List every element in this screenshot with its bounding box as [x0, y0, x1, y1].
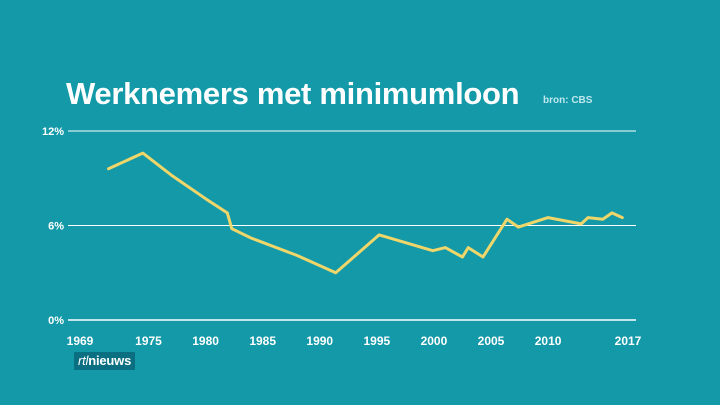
- y-axis-ticks: 0% 6% 12%: [42, 126, 64, 327]
- x-tick-label: 1969: [67, 334, 94, 348]
- x-tick-label: 2010: [535, 334, 562, 348]
- logo-part-nieuws: nieuws: [88, 353, 132, 368]
- x-tick-label: 1985: [249, 334, 276, 348]
- x-axis-ticks: 1969 1975 1980 1985 1990 1995 2000 2005 2010 2017: [67, 334, 642, 348]
- source-note: bron: CBS: [543, 95, 593, 106]
- series-layer: [107, 151, 624, 275]
- x-tick-label: 1995: [363, 334, 390, 348]
- chart-title: Werknemers met minimumloon: [66, 76, 520, 111]
- logo-part-rtl: rtl: [78, 353, 89, 368]
- gridlines: [68, 130, 636, 321]
- rtl-nieuws-logo: rtlnieuws: [74, 352, 136, 370]
- x-tick-label: 1975: [135, 334, 162, 348]
- x-tick-label: 2017: [615, 334, 642, 348]
- x-tick-label: 1990: [306, 334, 333, 348]
- y-tick-label: 6%: [48, 221, 64, 233]
- x-tick-label: 2000: [421, 334, 448, 348]
- y-tick-label: 12%: [42, 126, 64, 138]
- x-tick-label: 1980: [192, 334, 219, 348]
- series-line-0: [107, 151, 624, 275]
- y-tick-label: 0%: [48, 315, 64, 327]
- x-tick-label: 2005: [478, 334, 505, 348]
